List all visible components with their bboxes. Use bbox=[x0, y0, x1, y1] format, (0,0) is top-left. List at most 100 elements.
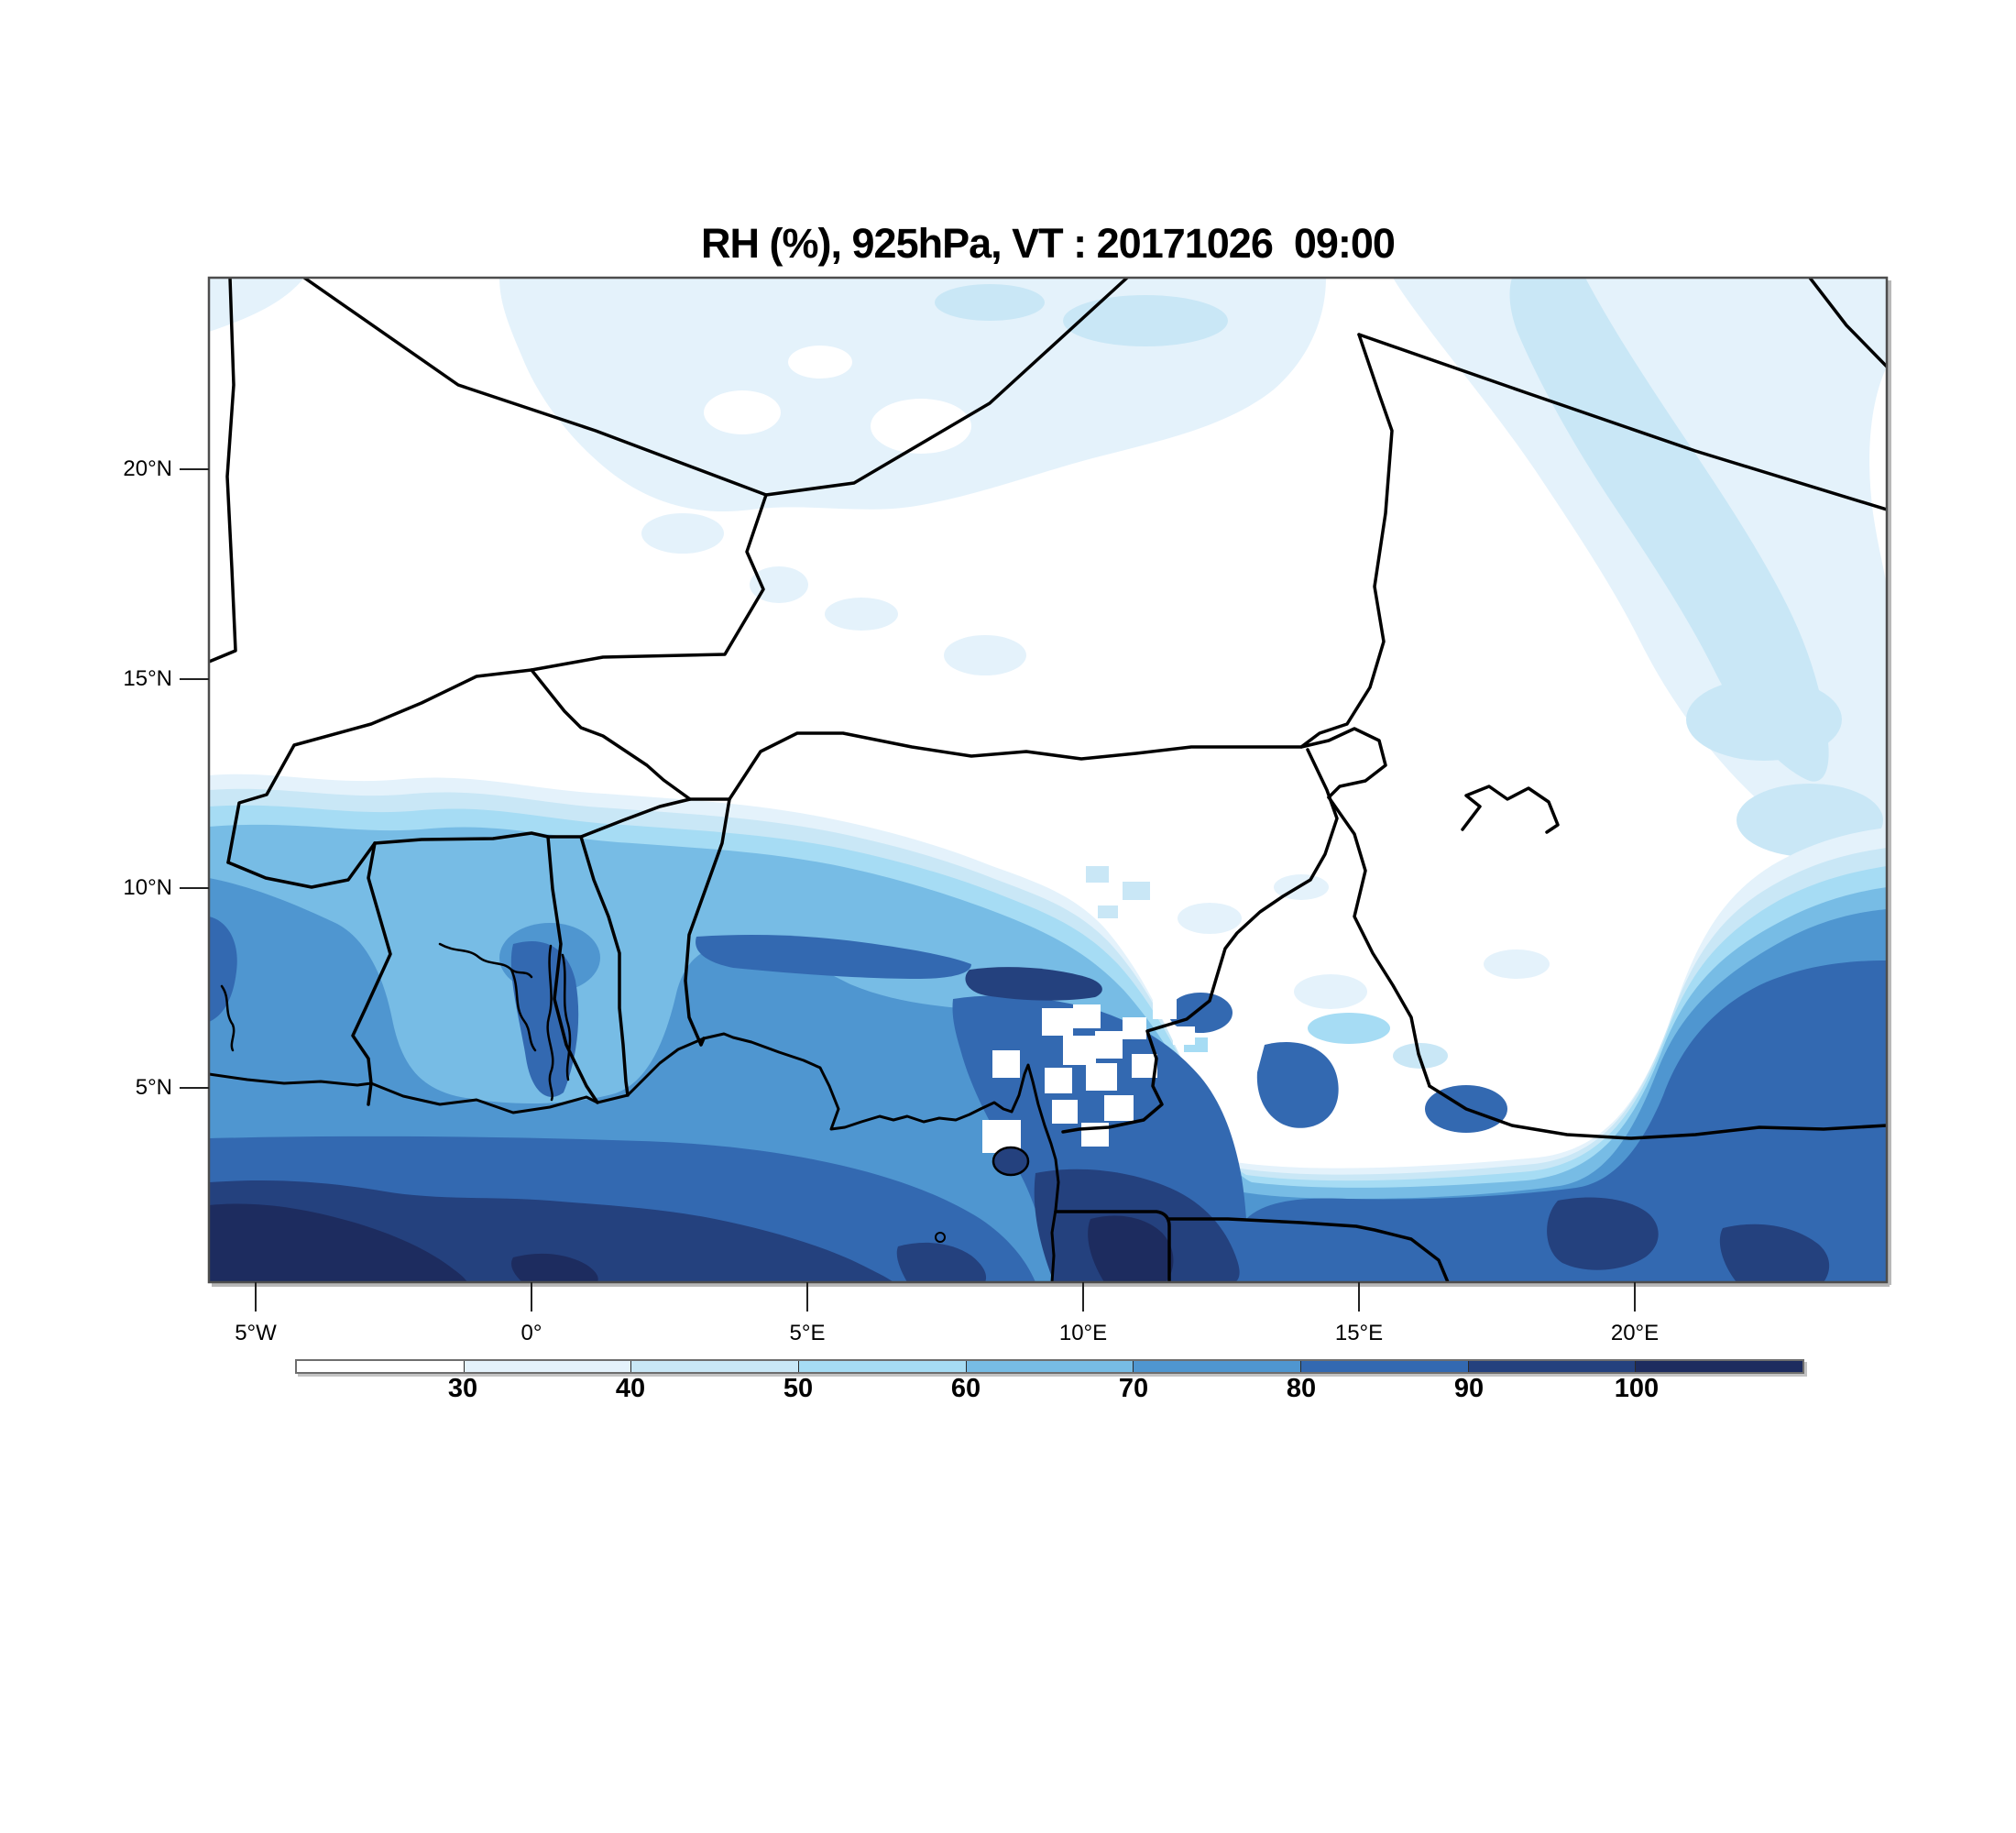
lon-tick-label: 5°W bbox=[235, 1321, 277, 1345]
contour-40-ne-band bbox=[1509, 278, 1829, 782]
border-ghana-togo bbox=[546, 835, 599, 1104]
white-hole bbox=[788, 346, 852, 379]
border-niger-nigeria bbox=[728, 731, 1303, 801]
dry-speckle bbox=[1123, 882, 1150, 900]
border-chad-cameroon bbox=[1327, 796, 1431, 1088]
colorbar-cell bbox=[1636, 1361, 1803, 1372]
lake-volta-outline bbox=[438, 942, 572, 1102]
colorbar-tick-label: 50 bbox=[783, 1374, 814, 1403]
border-ghana-west bbox=[351, 841, 392, 1106]
contour-40-spot bbox=[935, 284, 1045, 321]
contour-100-south-bioko bbox=[1088, 1215, 1174, 1282]
colorbar-tick-label: 70 bbox=[1118, 1374, 1149, 1403]
lon-tick-label: 10°E bbox=[1058, 1321, 1108, 1345]
lon-tick-mark bbox=[1634, 1282, 1636, 1312]
border-nigeria-cameroon bbox=[1061, 748, 1339, 1134]
colorbar-tick-label: 40 bbox=[615, 1374, 646, 1403]
lat-tick-label: 10°N bbox=[123, 875, 172, 900]
border-niger-chad-lakechad bbox=[1299, 333, 1394, 799]
colorbar-cell bbox=[1134, 1361, 1302, 1372]
lon-tick-label: 15°E bbox=[1334, 1321, 1384, 1345]
lat-tick-mark bbox=[180, 678, 209, 680]
colorbar-tick-label: 100 bbox=[1614, 1374, 1660, 1403]
pale-speckle bbox=[825, 598, 898, 631]
lake-fitri-squiggle bbox=[1461, 785, 1560, 834]
lon-tick-label: 0° bbox=[520, 1321, 542, 1345]
border-car-south bbox=[1428, 1084, 1887, 1140]
lon-tick-mark bbox=[531, 1282, 532, 1312]
white-pixel-holes bbox=[982, 999, 1195, 1153]
contour-fill-layers bbox=[209, 278, 1887, 1282]
map-frame bbox=[207, 276, 1889, 1284]
dry-speckle bbox=[1086, 866, 1109, 883]
dry-speckle bbox=[1484, 949, 1550, 979]
border-libya-chad bbox=[1357, 333, 1887, 511]
lon-tick-mark bbox=[1082, 1282, 1084, 1312]
colorbar-cell bbox=[631, 1361, 800, 1372]
border-topright-corner bbox=[1808, 278, 1887, 368]
country-borders bbox=[209, 278, 1887, 1282]
dry-speckle bbox=[1098, 906, 1118, 918]
colorbar-cell bbox=[966, 1361, 1134, 1372]
contour-80-bar-west-delta bbox=[696, 935, 971, 979]
contour-80-volta-area bbox=[510, 940, 579, 1097]
contour-90-right-blob1 bbox=[1547, 1197, 1659, 1270]
contour-90-blob-se-nigeria bbox=[965, 967, 1102, 1001]
lon-tick-mark bbox=[806, 1282, 808, 1312]
coastline-gulf-of-guinea bbox=[209, 1032, 1060, 1282]
border-burkina-mali-west bbox=[226, 668, 533, 864]
sao-tome-island bbox=[935, 1232, 946, 1243]
colorbar-cell bbox=[1468, 1361, 1637, 1372]
contour-80-bottom-right bbox=[1246, 960, 1887, 1282]
lat-tick-label: 15°N bbox=[123, 666, 172, 691]
lake-kossou-outline bbox=[220, 984, 236, 1052]
lat-tick-mark bbox=[180, 468, 209, 470]
border-mali-mauritania bbox=[209, 278, 237, 664]
border-mali-niger-burkina bbox=[530, 493, 768, 801]
lat-tick-mark bbox=[180, 887, 209, 889]
dry-speckle bbox=[1294, 974, 1367, 1009]
colorbar-legend bbox=[295, 1359, 1804, 1374]
lon-tick-label: 20°E bbox=[1610, 1321, 1660, 1345]
colorbar-cell bbox=[799, 1361, 967, 1372]
lat-tick-mark bbox=[180, 1087, 209, 1089]
colorbar-tick-label: 30 bbox=[447, 1374, 478, 1403]
colorbar-tick-label: 60 bbox=[950, 1374, 981, 1403]
dry-speckle bbox=[1308, 1013, 1390, 1044]
border-niger-libya bbox=[764, 278, 1129, 497]
colorbar-tick-label: 80 bbox=[1286, 1374, 1317, 1403]
lat-tick-label: 5°N bbox=[135, 1075, 172, 1100]
contour-40-spot bbox=[1063, 295, 1228, 346]
border-eq-guinea bbox=[1054, 1210, 1171, 1282]
colorbar-cell bbox=[1301, 1361, 1469, 1372]
border-algeria-mali bbox=[302, 278, 768, 497]
contour-100-small-center bbox=[511, 1253, 598, 1282]
lat-tick-label: 20°N bbox=[123, 456, 172, 481]
dry-speckle bbox=[1178, 903, 1242, 934]
border-togo-benin bbox=[579, 835, 630, 1097]
contour-80-spot bbox=[1168, 993, 1233, 1033]
pale-speckle bbox=[944, 635, 1026, 675]
contour-90-bottom-center bbox=[896, 1242, 987, 1282]
contour-40-right bbox=[1686, 678, 1842, 761]
colorbar-tick-label: 90 bbox=[1453, 1374, 1485, 1403]
border-burkina-ivorycoast bbox=[226, 841, 377, 889]
white-wedge-right-edge bbox=[1869, 367, 1887, 587]
colorbar-cell bbox=[464, 1361, 632, 1372]
contour-100-bottom-left bbox=[209, 1203, 467, 1282]
white-hole bbox=[704, 390, 781, 434]
bioko-island bbox=[992, 1146, 1030, 1177]
pale-speckle bbox=[750, 566, 808, 603]
plot-title: RH (%), 925hPa, VT : 20171026 09:00 bbox=[701, 220, 1396, 267]
colorbar-cell bbox=[297, 1361, 465, 1372]
lon-tick-mark bbox=[255, 1282, 257, 1312]
lon-tick-label: 5°E bbox=[789, 1321, 826, 1345]
contour-90-right-blob2 bbox=[1719, 1224, 1830, 1282]
lon-tick-mark bbox=[1358, 1282, 1360, 1312]
border-cameroon-gabon bbox=[1167, 1217, 1450, 1282]
contour-80-cameroon-blob bbox=[1256, 1041, 1339, 1128]
pale-speckle bbox=[641, 513, 724, 554]
contour-80-left-edge bbox=[209, 916, 237, 1022]
